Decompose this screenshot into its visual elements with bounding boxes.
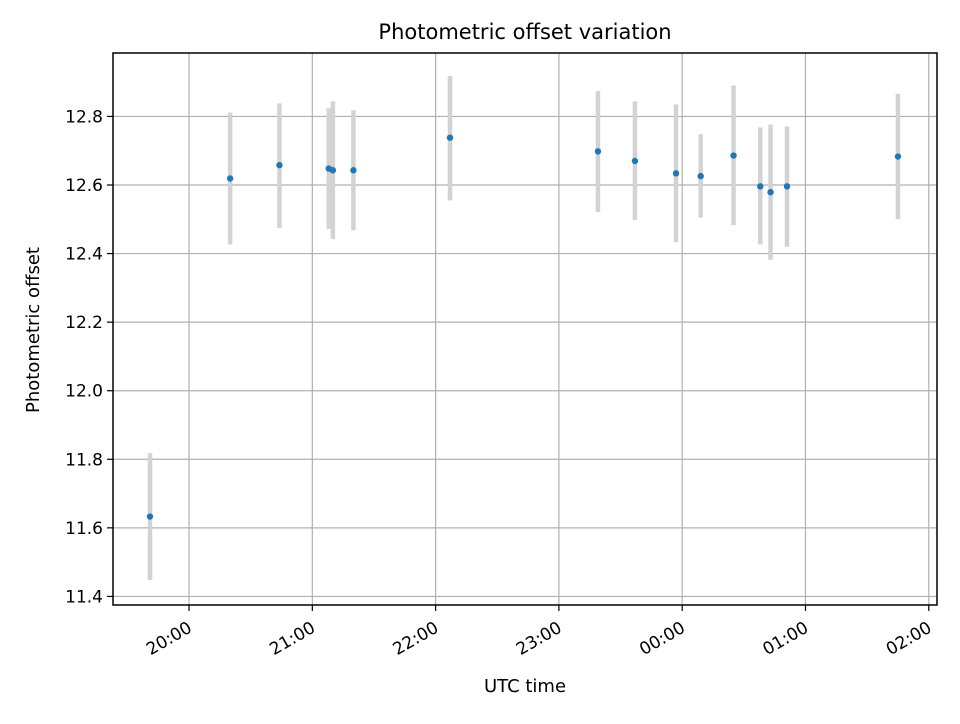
y-tick-label: 11.6	[65, 519, 103, 539]
x-tick-label: 23:00	[513, 618, 565, 660]
data-point	[894, 153, 902, 160]
y-tick-label: 12.0	[65, 382, 103, 402]
x-axis-label: UTC time	[484, 676, 566, 697]
x-tick-label: 02:00	[883, 618, 935, 660]
y-tick-label: 12.8	[65, 107, 103, 127]
x-tick-label: 20:00	[143, 618, 195, 660]
data-point	[146, 513, 154, 520]
data-point	[767, 189, 774, 196]
y-tick-label: 11.4	[65, 587, 103, 607]
chart-title: Photometric offset variation	[378, 20, 671, 44]
data-point	[446, 134, 454, 141]
x-tick-label: 00:00	[636, 618, 688, 660]
data-point	[276, 161, 283, 169]
error-bars	[147, 75, 901, 580]
x-tick-label: 01:00	[760, 618, 812, 660]
y-tick-label: 12.6	[65, 176, 103, 196]
y-axis-label: Photometric offset	[23, 247, 44, 413]
data-point	[730, 152, 737, 159]
data-point	[757, 183, 764, 190]
data-points	[146, 134, 902, 520]
plot-frame	[112, 52, 938, 606]
grid-lines	[113, 53, 937, 605]
data-point	[697, 172, 704, 180]
x-tick-label: 22:00	[390, 618, 442, 660]
data-point	[350, 167, 357, 174]
data-point	[594, 148, 602, 155]
x-tick-label: 21:00	[266, 618, 318, 660]
data-point	[226, 175, 234, 182]
data-point	[783, 183, 791, 190]
y-tick-label: 12.4	[65, 245, 103, 265]
y-tick-label: 11.8	[65, 450, 103, 470]
axis-ticks: 20:00 21:00 22:00 23:00 00:00 01:00 02:00 11.4 1…	[65, 107, 935, 659]
data-point	[329, 167, 337, 174]
data-point	[631, 157, 639, 165]
y-tick-label: 12.2	[65, 313, 103, 333]
data-point	[672, 170, 680, 177]
